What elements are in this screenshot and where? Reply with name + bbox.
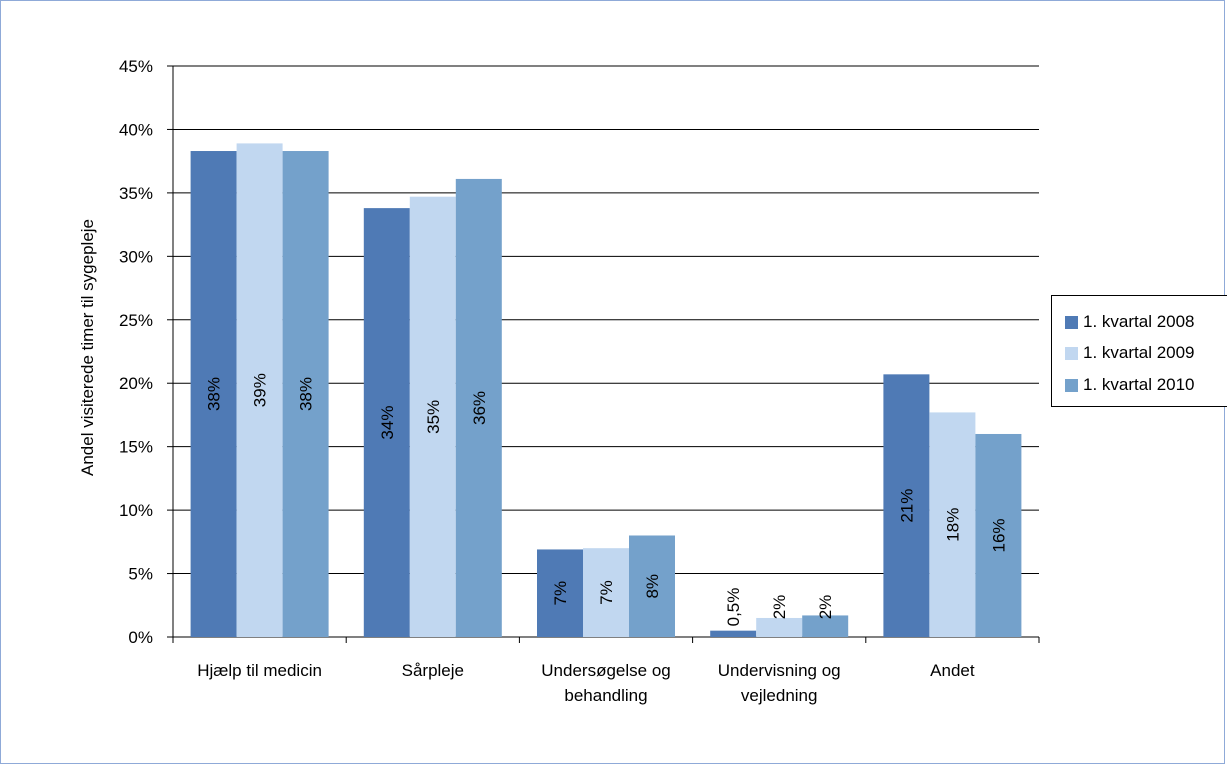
y-tick-label: 30%	[119, 247, 153, 266]
y-tick-label: 40%	[119, 120, 153, 139]
y-tick-label: 15%	[119, 438, 153, 457]
data-label: 2%	[770, 595, 789, 620]
bar	[883, 374, 930, 637]
data-label: 0,5%	[724, 588, 743, 627]
legend-swatch-2010	[1065, 378, 1078, 392]
data-label: 16%	[989, 518, 1008, 552]
bar	[756, 617, 803, 637]
y-tick-label: 35%	[119, 184, 153, 203]
legend-label-2009: 1. kvartal 2009	[1083, 343, 1195, 362]
x-tick-label: Undersøgelse og	[541, 661, 670, 680]
bar	[929, 412, 976, 637]
x-tick-label: Hjælp til medicin	[197, 661, 322, 680]
legend-label-2010: 1. kvartal 2010	[1083, 375, 1195, 394]
data-label: 7%	[551, 581, 570, 606]
bar	[975, 433, 1022, 637]
bar	[282, 151, 329, 637]
x-tick-label: vejledning	[741, 686, 818, 705]
bar	[455, 178, 502, 638]
data-label: 7%	[597, 580, 616, 605]
x-tick-label: Andet	[930, 661, 975, 680]
y-tick-label: 10%	[119, 501, 153, 520]
x-tick-label: Sårpleje	[402, 661, 464, 680]
y-tick-label: 20%	[119, 374, 153, 393]
data-label: 18%	[943, 508, 962, 542]
data-label: 39%	[251, 373, 270, 407]
data-label: 36%	[470, 391, 489, 425]
y-tick-label: 5%	[128, 565, 153, 584]
legend-swatch-2009	[1065, 346, 1078, 360]
bar	[363, 208, 410, 638]
x-tick-label: behandling	[564, 686, 647, 705]
data-label: 38%	[297, 377, 316, 411]
x-tick-label: Undervisning og	[718, 661, 841, 680]
data-label: 8%	[643, 574, 662, 599]
data-label: 2%	[816, 595, 835, 620]
y-tick-label: 25%	[119, 311, 153, 330]
data-label: 34%	[378, 406, 397, 440]
bar	[710, 630, 757, 637]
legend-item-2009: 1. kvartal 2009	[1065, 343, 1195, 363]
bar	[629, 535, 675, 637]
data-label: 38%	[205, 377, 224, 411]
legend-label-2008: 1. kvartal 2008	[1083, 312, 1195, 331]
data-label: 35%	[424, 400, 443, 434]
y-tick-label: 0%	[128, 628, 153, 647]
bar	[537, 549, 583, 637]
y-axis-title: Andel visiterede timer til sygepleje	[78, 219, 97, 476]
bar	[190, 151, 237, 637]
bar	[236, 143, 283, 637]
legend-item-2010: 1. kvartal 2010	[1065, 375, 1195, 395]
data-label: 21%	[897, 489, 916, 523]
bar	[802, 615, 849, 637]
bar	[583, 548, 629, 637]
legend-swatch-2008	[1065, 315, 1078, 329]
bar	[409, 196, 456, 637]
y-tick-label: 45%	[119, 57, 153, 76]
legend: 1. kvartal 2008 1. kvartal 2009 1. kvart…	[1051, 295, 1227, 407]
legend-item-2008: 1. kvartal 2008	[1065, 312, 1195, 332]
